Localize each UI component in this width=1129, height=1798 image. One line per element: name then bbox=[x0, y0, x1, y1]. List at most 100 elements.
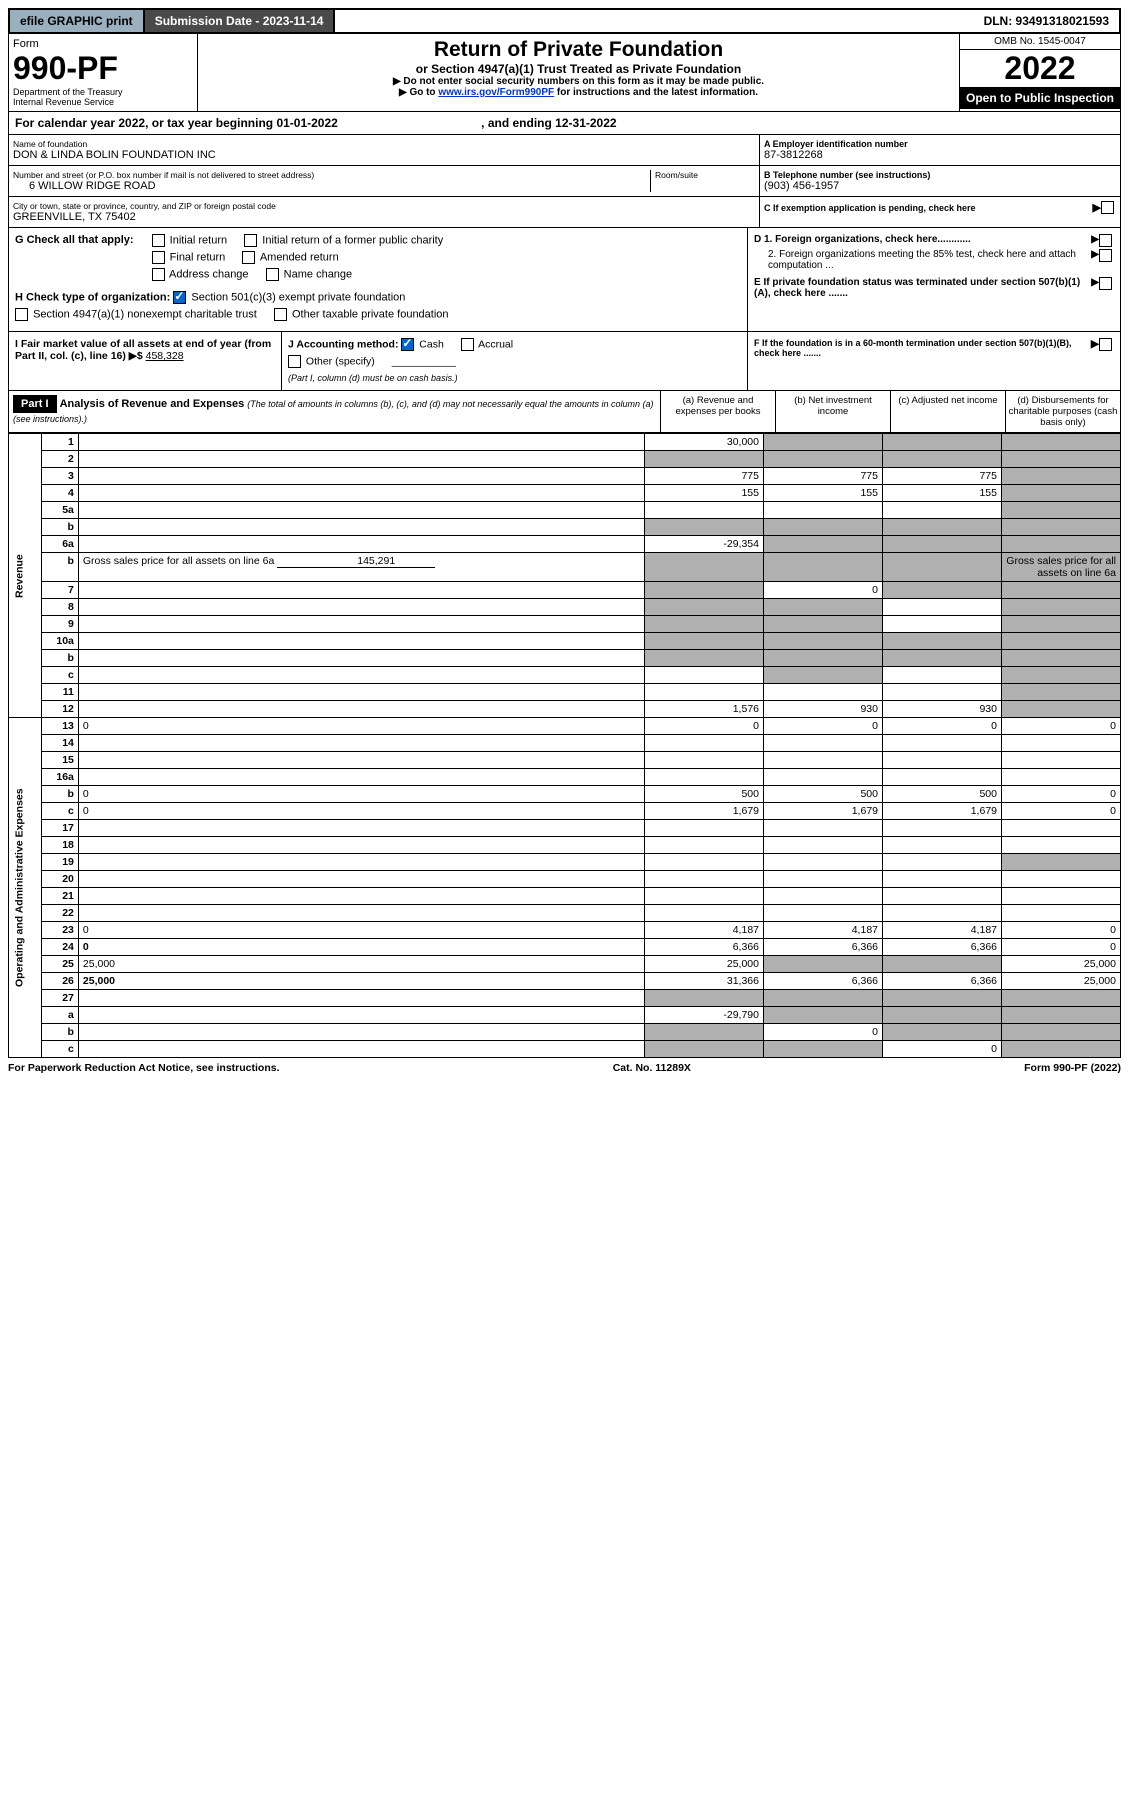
line-description bbox=[78, 1041, 644, 1058]
col-b-value bbox=[764, 519, 883, 536]
g-initial-return-checkbox[interactable] bbox=[152, 234, 165, 247]
col-c-value bbox=[883, 854, 1002, 871]
col-c-value bbox=[883, 956, 1002, 973]
col-c-value bbox=[883, 769, 1002, 786]
line-number: b bbox=[41, 786, 78, 803]
line-description bbox=[78, 990, 644, 1007]
col-d-value bbox=[1002, 769, 1121, 786]
line-number: 8 bbox=[41, 599, 78, 616]
table-row: bGross sales price for all assets on lin… bbox=[9, 553, 1121, 582]
h-501c3-checkbox[interactable] bbox=[173, 291, 186, 304]
col-d-value bbox=[1002, 735, 1121, 752]
line-number: b bbox=[41, 650, 78, 667]
col-a-value: 4,187 bbox=[645, 922, 764, 939]
part1-header: Part I Analysis of Revenue and Expenses … bbox=[8, 391, 1121, 433]
line-number: 10a bbox=[41, 633, 78, 650]
table-row: 70 bbox=[9, 582, 1121, 599]
page-footer: For Paperwork Reduction Act Notice, see … bbox=[8, 1058, 1121, 1074]
table-row: 9 bbox=[9, 616, 1121, 633]
g-address-change-checkbox[interactable] bbox=[152, 268, 165, 281]
table-row: 21 bbox=[9, 888, 1121, 905]
col-a-value: 500 bbox=[645, 786, 764, 803]
table-row: 6a-29,354 bbox=[9, 536, 1121, 553]
col-c-value bbox=[883, 684, 1002, 701]
col-a-value bbox=[645, 854, 764, 871]
line-number: 27 bbox=[41, 990, 78, 1007]
col-d-value bbox=[1002, 837, 1121, 854]
col-b-value bbox=[764, 990, 883, 1007]
line-description: 0 bbox=[78, 718, 644, 735]
table-row: 8 bbox=[9, 599, 1121, 616]
line-number: 13 bbox=[41, 718, 78, 735]
line-description bbox=[78, 468, 644, 485]
j-accrual-checkbox[interactable] bbox=[461, 338, 474, 351]
d2-checkbox[interactable] bbox=[1099, 249, 1112, 262]
table-row: 2625,00031,3666,3666,36625,000 bbox=[9, 973, 1121, 990]
col-b-value bbox=[764, 599, 883, 616]
col-b-value: 6,366 bbox=[764, 973, 883, 990]
line-number: b bbox=[41, 553, 78, 582]
form990pf-link[interactable]: www.irs.gov/Form990PF bbox=[438, 87, 554, 98]
col-b-value: 4,187 bbox=[764, 922, 883, 939]
line-description: 25,000 bbox=[78, 973, 644, 990]
g-name-change-checkbox[interactable] bbox=[266, 268, 279, 281]
line-description bbox=[78, 582, 644, 599]
table-row: 2304,1874,1874,1870 bbox=[9, 922, 1121, 939]
col-b-value bbox=[764, 451, 883, 468]
col-b-value bbox=[764, 633, 883, 650]
f-checkbox[interactable] bbox=[1099, 338, 1112, 351]
arrow-icon: ▶ bbox=[1091, 277, 1099, 299]
table-row: 17 bbox=[9, 820, 1121, 837]
col-a-value bbox=[645, 905, 764, 922]
col-c-value: 6,366 bbox=[883, 939, 1002, 956]
d2-label: 2. Foreign organizations meeting the 85%… bbox=[754, 249, 1091, 271]
g-amended-return-checkbox[interactable] bbox=[242, 251, 255, 264]
omb-number: OMB No. 1545-0047 bbox=[960, 34, 1120, 50]
arrow-icon: ▶ bbox=[1091, 338, 1099, 358]
col-a-value bbox=[645, 837, 764, 854]
col-c-header: (c) Adjusted net income bbox=[890, 391, 1005, 432]
table-row: b bbox=[9, 650, 1121, 667]
j-other-checkbox[interactable] bbox=[288, 355, 301, 368]
c-checkbox[interactable] bbox=[1101, 201, 1114, 214]
d1-checkbox[interactable] bbox=[1099, 234, 1112, 247]
table-row: 18 bbox=[9, 837, 1121, 854]
line-number: 14 bbox=[41, 735, 78, 752]
g-final-return-checkbox[interactable] bbox=[152, 251, 165, 264]
c-label: C If exemption application is pending, c… bbox=[764, 203, 1093, 213]
col-b-value bbox=[764, 616, 883, 633]
j-accrual-label: Accrual bbox=[478, 338, 513, 350]
col-b-value bbox=[764, 956, 883, 973]
col-c-value bbox=[883, 650, 1002, 667]
line-description bbox=[78, 502, 644, 519]
line-description: 0 bbox=[78, 803, 644, 820]
submission-date-label: Submission Date - 2023-11-14 bbox=[145, 10, 336, 32]
g-opt-2: Final return bbox=[170, 251, 226, 263]
g-initial-former-checkbox[interactable] bbox=[244, 234, 257, 247]
line-number: 24 bbox=[41, 939, 78, 956]
col-c-value: 4,187 bbox=[883, 922, 1002, 939]
col-d-value bbox=[1002, 752, 1121, 769]
col-c-value bbox=[883, 633, 1002, 650]
h-4947-checkbox[interactable] bbox=[15, 308, 28, 321]
j-cash-checkbox[interactable] bbox=[401, 338, 414, 351]
line-description: Gross sales price for all assets on line… bbox=[78, 553, 644, 582]
col-a-value bbox=[645, 871, 764, 888]
form-number: 990-PF bbox=[13, 50, 193, 87]
open-to-public-badge: Open to Public Inspection bbox=[960, 87, 1120, 109]
f-label: F If the foundation is in a 60-month ter… bbox=[754, 338, 1091, 358]
e-checkbox[interactable] bbox=[1099, 277, 1112, 290]
col-b-value: 500 bbox=[764, 786, 883, 803]
efile-print-button[interactable]: efile GRAPHIC print bbox=[10, 10, 145, 32]
h-other-taxable-checkbox[interactable] bbox=[274, 308, 287, 321]
col-b-value bbox=[764, 650, 883, 667]
col-c-value bbox=[883, 582, 1002, 599]
line-number: 21 bbox=[41, 888, 78, 905]
line-description bbox=[78, 650, 644, 667]
line-number: a bbox=[41, 1007, 78, 1024]
table-row: 5a bbox=[9, 502, 1121, 519]
col-b-value bbox=[764, 502, 883, 519]
col-a-value: 0 bbox=[645, 718, 764, 735]
col-c-value bbox=[883, 502, 1002, 519]
col-c-value: 6,366 bbox=[883, 973, 1002, 990]
